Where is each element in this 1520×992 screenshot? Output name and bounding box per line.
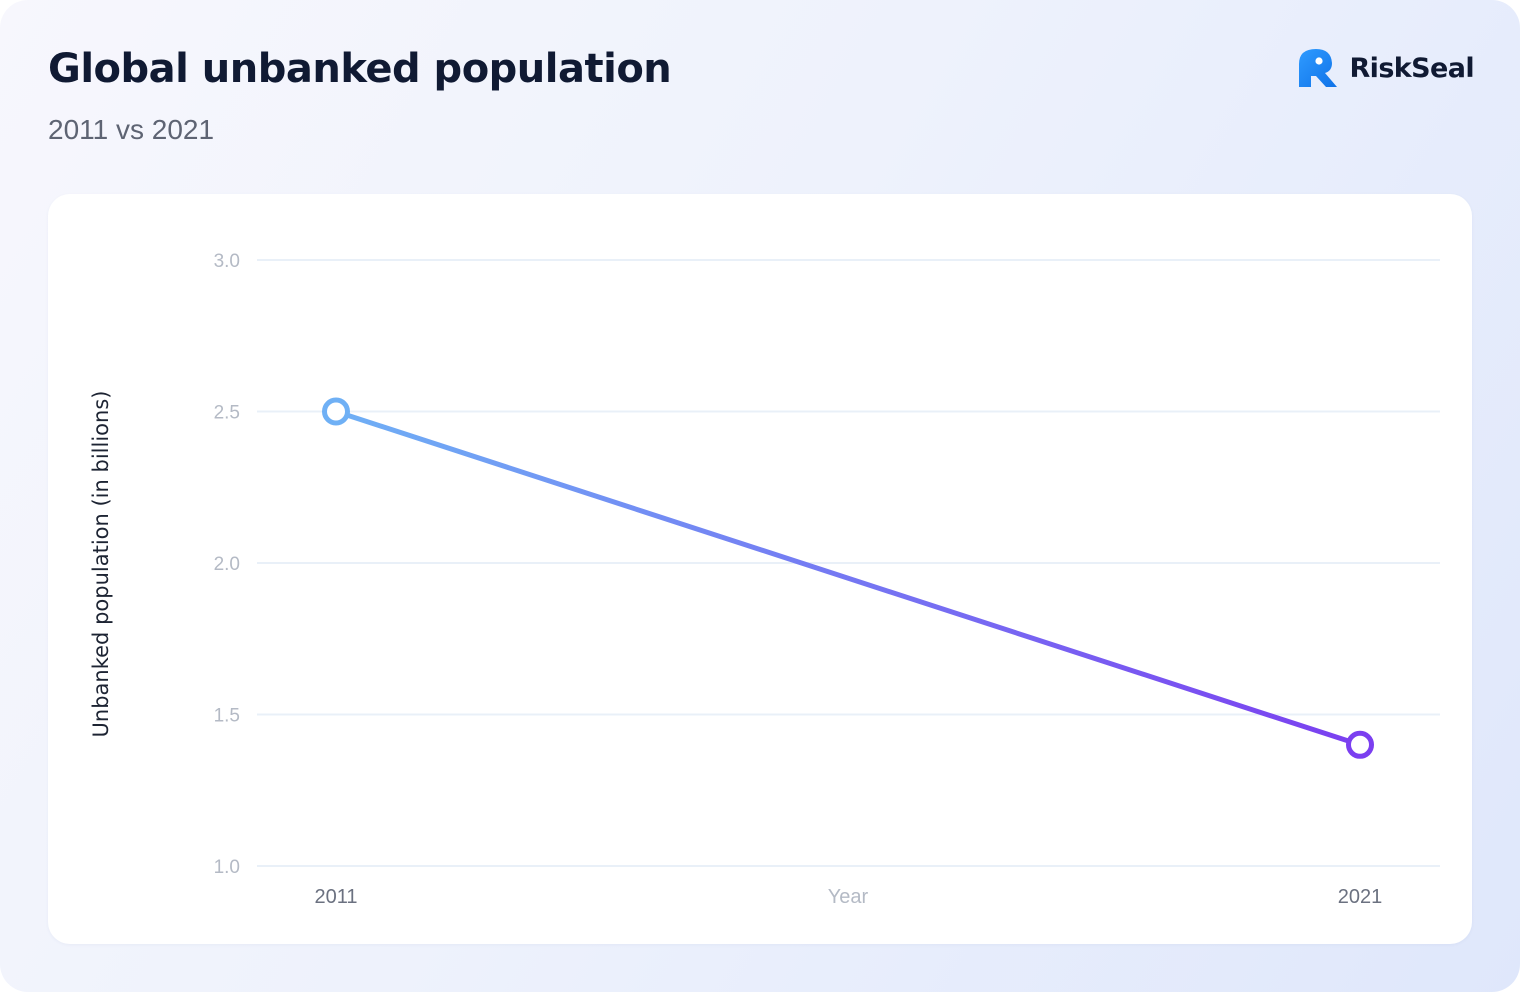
brand-logo: RiskSeal: [1297, 46, 1475, 90]
chart-subtitle: 2011 vs 2021: [48, 114, 215, 145]
y-tick-label: 1.0: [214, 857, 240, 878]
chart-card: 1.0 1.5 2.0 2.5 3.0 2011 2021 Year: [48, 194, 1472, 944]
data-point: [1346, 730, 1374, 759]
x-tick-label: 2011: [314, 886, 357, 908]
riskseal-logo-icon: [1299, 49, 1338, 87]
brand-name: RiskSeal: [1349, 52, 1474, 84]
y-tick-label: 2.5: [214, 403, 240, 424]
line-chart: 1.0 1.5 2.0 2.5 3.0 2011 2021 Year: [214, 251, 1440, 908]
y-tick-label: 3.0: [214, 251, 240, 272]
x-axis-title: Year: [828, 886, 869, 908]
chart-title: Global unbanked population: [48, 46, 672, 92]
series-line: [333, 409, 1363, 748]
y-tick-label: 2.0: [214, 554, 240, 575]
x-tick-label: 2021: [1338, 886, 1383, 908]
data-point: [322, 397, 350, 426]
y-tick-label: 1.5: [214, 706, 240, 727]
y-axis-title: Unbanked population (in billions): [89, 390, 113, 738]
